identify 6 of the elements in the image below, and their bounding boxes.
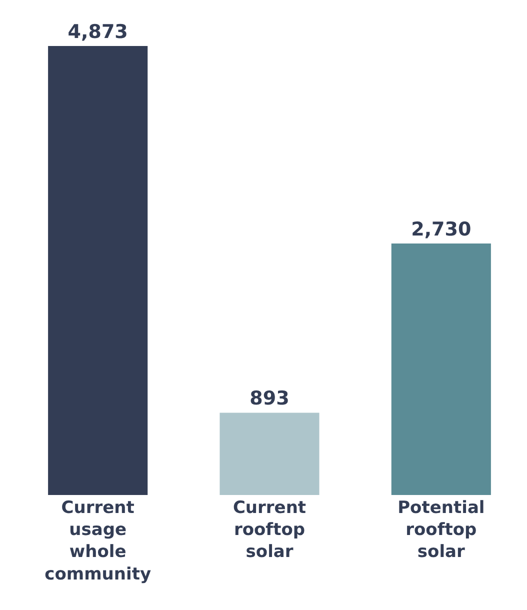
data-label: 4,873 (68, 21, 128, 43)
x-tick-label: Potential rooftop solar (398, 498, 485, 562)
data-label: 893 (250, 388, 290, 410)
x-tick-label: Current rooftop solar (232, 498, 306, 562)
x-tick-label: Current usage whole community (44, 498, 152, 584)
data-label: 2,730 (411, 218, 472, 240)
